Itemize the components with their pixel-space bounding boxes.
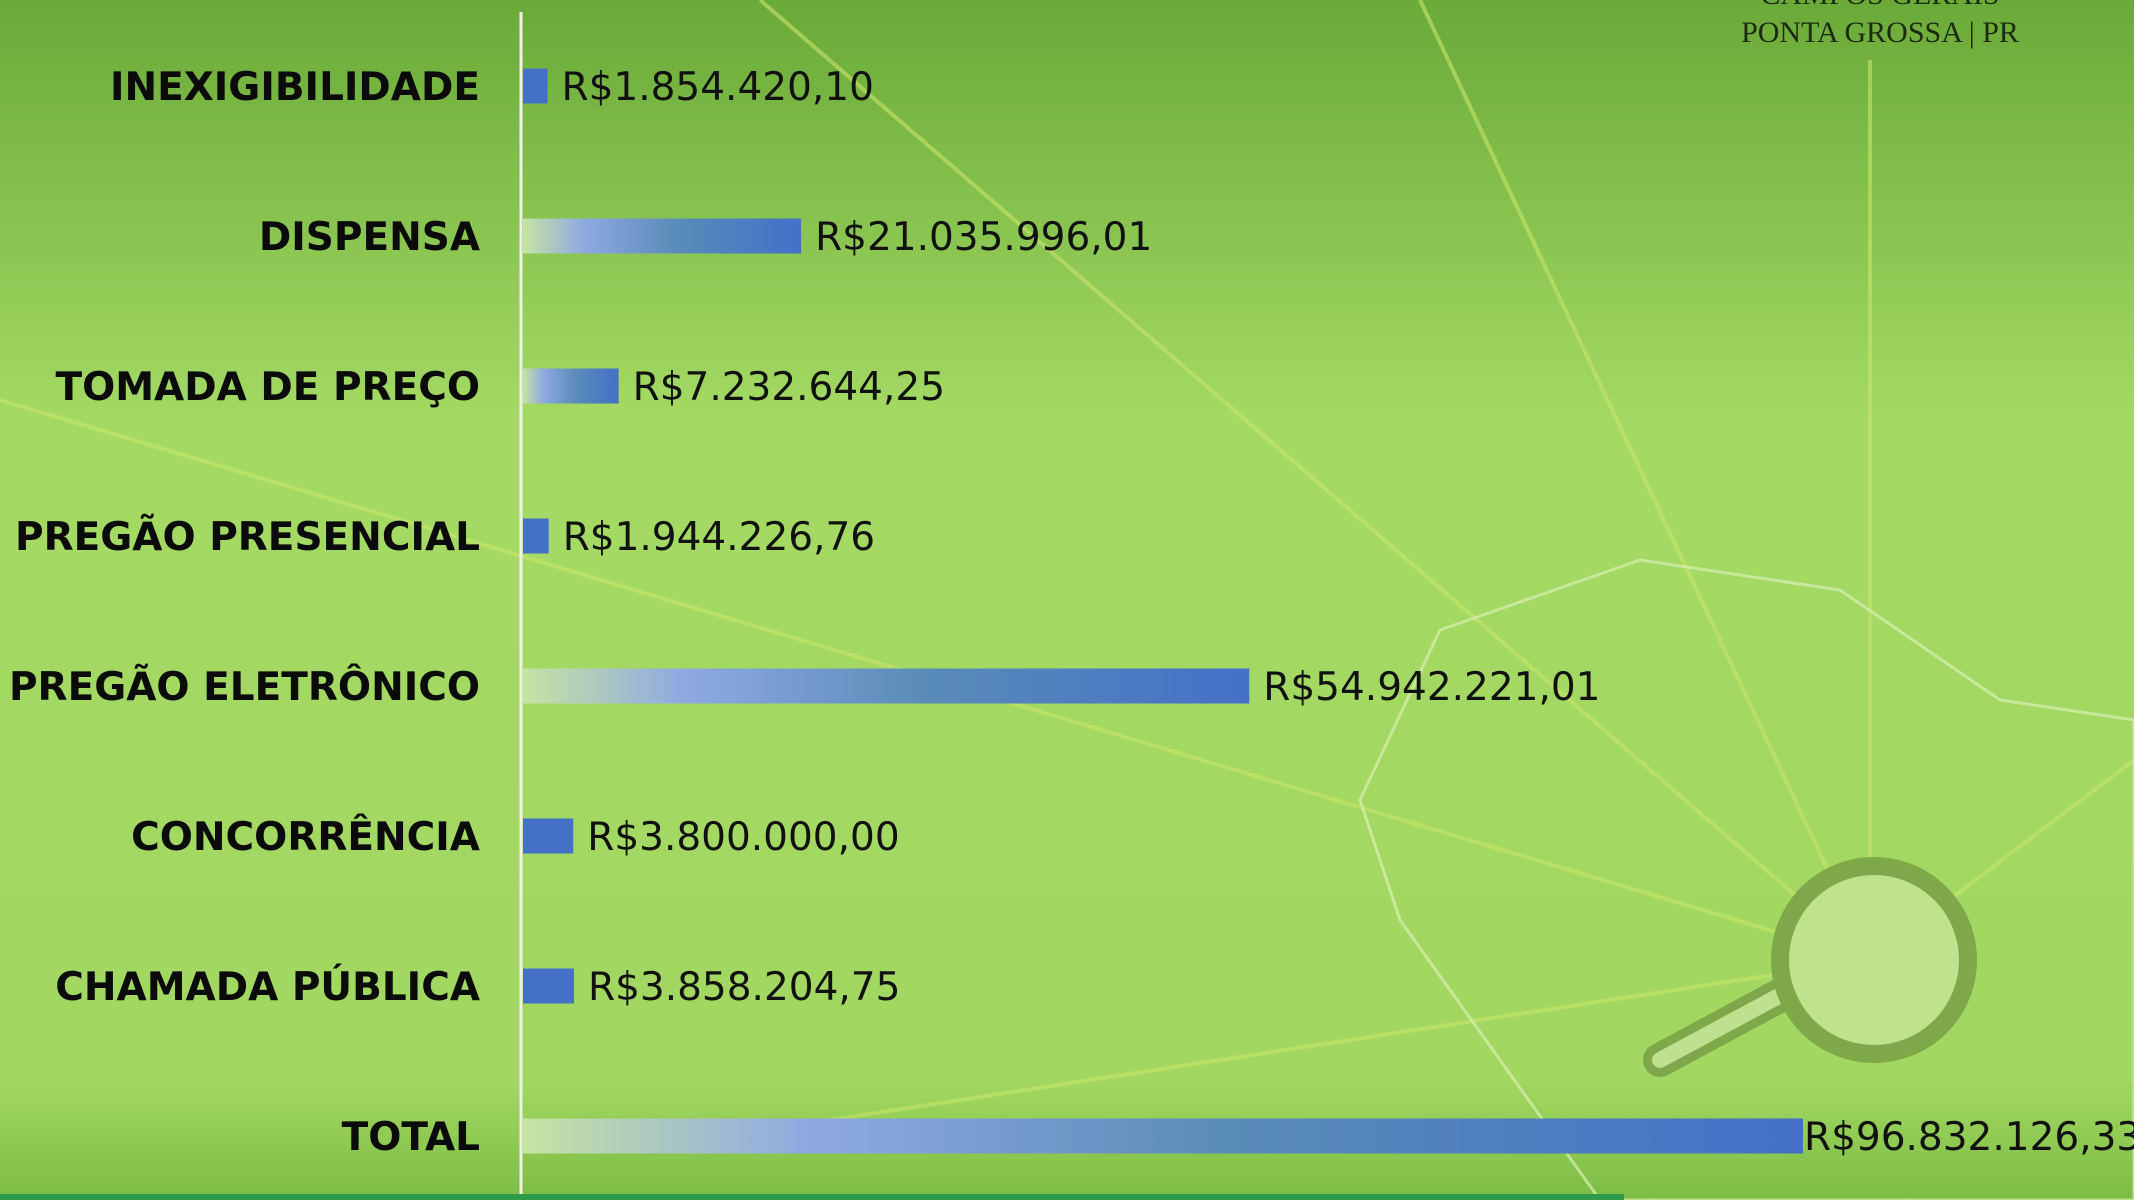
bar: [523, 1118, 1803, 1154]
value-label: R$3.800.000,00: [587, 815, 899, 860]
decoration-magnifier: [1643, 857, 1977, 1077]
header-line1: CAMPOS GERAIS: [1760, 0, 1999, 11]
category-label: CHAMADA PÚBLICA: [55, 963, 480, 1010]
value-label: R$1.944.226,76: [563, 515, 875, 560]
value-label: R$3.858.204,75: [588, 965, 900, 1010]
category-label: CONCORRÊNCIA: [131, 813, 480, 860]
bar: [523, 668, 1250, 704]
value-label: R$96.832.126,33: [1804, 1115, 2134, 1160]
bar: [523, 218, 802, 254]
category-label: TOTAL: [342, 1115, 480, 1160]
value-label: R$54.942.221,01: [1263, 665, 1600, 710]
category-label: PREGÃO PRESENCIAL: [15, 513, 480, 560]
category-label: DISPENSA: [259, 215, 480, 260]
value-label: R$7.232.644,25: [633, 365, 945, 410]
bar: [523, 818, 574, 854]
bottom-strip: [0, 1194, 1624, 1200]
category-label: INEXIGIBILIDADE: [110, 65, 480, 110]
value-label: R$1.854.420,10: [562, 65, 874, 110]
bar: [523, 68, 548, 104]
bar: [523, 968, 575, 1004]
value-label: R$21.035.996,01: [815, 215, 1152, 260]
category-label: TOMADA DE PREÇO: [55, 365, 480, 410]
category-label: PREGÃO ELETRÔNICO: [9, 663, 480, 710]
decoration-map: [1358, 558, 2134, 1200]
bar: [523, 368, 619, 404]
header-line2: PONTA GROSSA | PR: [1741, 16, 2019, 49]
bar: [523, 518, 549, 554]
